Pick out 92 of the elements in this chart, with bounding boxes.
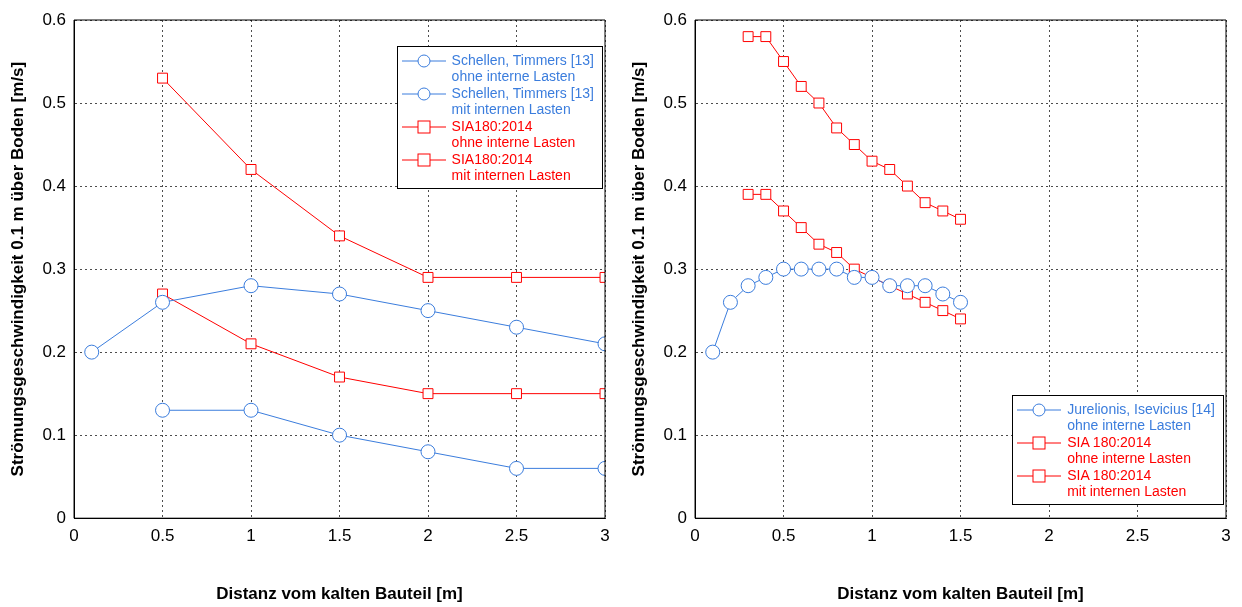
point bbox=[422, 388, 434, 400]
point bbox=[935, 286, 951, 302]
point bbox=[243, 278, 259, 294]
y-tick-label: 0.3 bbox=[42, 258, 67, 278]
point bbox=[831, 122, 843, 134]
y-axis-title: Strömungsgeschwindigkeit 0.1 m über Boden [m/s] bbox=[7, 61, 27, 477]
point bbox=[509, 319, 525, 335]
x-tick-label: 1.5 bbox=[948, 526, 973, 546]
x-tick-label: 1.5 bbox=[327, 526, 352, 546]
y-tick-label: 0.1 bbox=[42, 424, 67, 444]
x-tick-label: 2 bbox=[1044, 526, 1054, 546]
point bbox=[420, 303, 436, 319]
legend-label: Schellen, Timmers [13] mit internen Lasten bbox=[451, 85, 594, 117]
y-axis-title: Strömungsgeschwindigkeit 0.1 m über Boden [m/s] bbox=[628, 61, 648, 477]
y-tick-label: 0.2 bbox=[663, 341, 688, 361]
point bbox=[722, 294, 738, 310]
y-tick-label: 0.5 bbox=[42, 92, 67, 112]
point bbox=[813, 238, 825, 250]
x-tick-label: 1 bbox=[867, 526, 877, 546]
point bbox=[848, 139, 860, 150]
point bbox=[829, 261, 845, 277]
x-tick-label: 3 bbox=[600, 526, 610, 546]
point bbox=[84, 344, 100, 360]
point bbox=[811, 261, 827, 277]
point bbox=[157, 72, 168, 84]
point bbox=[901, 180, 913, 192]
point bbox=[937, 205, 949, 217]
point bbox=[705, 344, 721, 360]
x-axis-title: Distanz vom kalten Bauteil [m] bbox=[837, 584, 1084, 604]
point bbox=[334, 230, 345, 242]
y-tick-label: 0.4 bbox=[663, 175, 688, 195]
y-tick-label: 0.4 bbox=[42, 175, 67, 195]
legend-label: SIA180:2014 mit internen Lasten bbox=[451, 151, 571, 183]
point bbox=[742, 31, 754, 43]
point bbox=[795, 222, 807, 234]
point bbox=[245, 164, 257, 175]
point bbox=[760, 188, 772, 200]
legend-label: Schellen, Timmers [13] ohne interne Lasten bbox=[451, 52, 594, 84]
y-tick-label: 0.2 bbox=[42, 341, 67, 361]
x-axis-title: Distanz vom kalten Bauteil [m] bbox=[216, 584, 463, 604]
point bbox=[511, 271, 522, 283]
point bbox=[955, 213, 966, 225]
point bbox=[866, 155, 878, 167]
point bbox=[955, 313, 966, 325]
y-tick-label: 0.6 bbox=[42, 9, 67, 29]
point bbox=[899, 278, 915, 294]
point bbox=[778, 205, 789, 217]
point bbox=[884, 164, 896, 175]
point bbox=[422, 271, 434, 283]
point bbox=[334, 371, 345, 383]
point bbox=[758, 269, 774, 285]
y-tick-label: 0.3 bbox=[663, 258, 688, 278]
y-tick-label: 0.6 bbox=[663, 9, 688, 29]
y-tick-label: 0.1 bbox=[663, 424, 688, 444]
y-tick-label: 0 bbox=[56, 507, 67, 527]
point bbox=[813, 97, 825, 109]
point bbox=[155, 402, 171, 418]
legend-label: SIA180:2014 ohne interne Lasten bbox=[451, 118, 576, 150]
x-tick-label: 2 bbox=[423, 526, 433, 546]
legend-label: SIA 180:2014 ohne interne Lasten bbox=[1067, 434, 1191, 466]
x-tick-label: 0.5 bbox=[771, 526, 796, 546]
point bbox=[243, 402, 259, 418]
point bbox=[793, 261, 809, 277]
point bbox=[778, 56, 789, 67]
point bbox=[155, 294, 171, 310]
point bbox=[917, 278, 933, 294]
legend-label: Jurelionis, Isevicius [14] ohne interne Lasten bbox=[1067, 401, 1215, 433]
x-tick-label: 1 bbox=[246, 526, 256, 546]
x-tick-label: 3 bbox=[1221, 526, 1231, 546]
point bbox=[742, 188, 754, 200]
point bbox=[740, 278, 756, 294]
legend-label: SIA 180:2014 mit internen Lasten bbox=[1067, 467, 1187, 499]
point bbox=[846, 269, 862, 285]
point bbox=[795, 80, 807, 92]
point bbox=[245, 338, 257, 350]
point bbox=[332, 286, 348, 302]
point bbox=[919, 197, 931, 209]
point bbox=[332, 427, 348, 443]
point bbox=[760, 31, 772, 43]
point bbox=[937, 305, 949, 317]
y-tick-label: 0 bbox=[677, 507, 688, 527]
x-tick-label: 2.5 bbox=[1125, 526, 1150, 546]
point bbox=[919, 296, 931, 308]
point bbox=[776, 261, 792, 277]
x-tick-label: 2.5 bbox=[504, 526, 529, 546]
point bbox=[831, 247, 843, 258]
point bbox=[420, 444, 436, 460]
x-tick-label: 0.5 bbox=[150, 526, 175, 546]
point bbox=[511, 388, 522, 400]
point bbox=[953, 294, 969, 310]
point bbox=[509, 460, 525, 476]
y-tick-label: 0.5 bbox=[663, 92, 688, 112]
